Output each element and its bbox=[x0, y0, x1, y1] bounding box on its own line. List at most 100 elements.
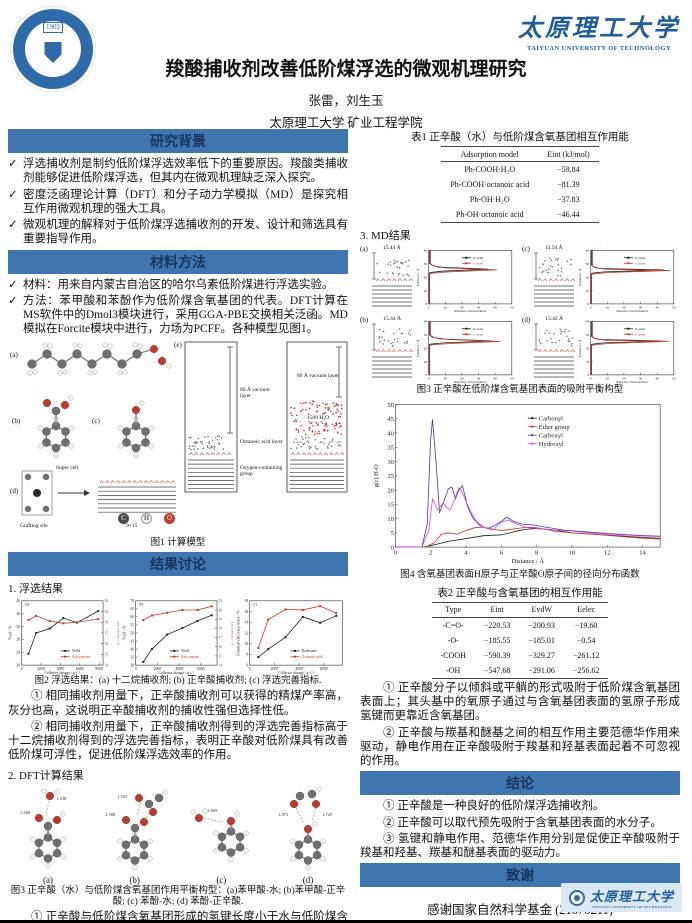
md-concentration-chart-a: 0 10 20 30 40 50 0 10 20 30 40 Relative concentrati… bbox=[416, 247, 516, 313]
right-column: 表1 正辛酸（水）与低阶煤含氧基团相互作用能 Adsorption model E… bbox=[360, 126, 680, 923]
svg-text:35: 35 bbox=[387, 445, 394, 452]
section-header-conclusion: 结论 bbox=[360, 771, 680, 795]
svg-text:Relative concentration: Relative concentration bbox=[617, 380, 649, 384]
fig4-rdf-chart: 0 2 4 6 8 10 12 14 0 5 10 15 20 25 30 35 40 45 50 Distance … bbox=[372, 398, 668, 564]
figure4-wrap: 0 2 4 6 8 10 12 14 0 5 10 15 20 25 30 35 40 45 50 Distance … bbox=[360, 398, 680, 569]
fig2c-efficiency-chart: 0 2000 4000 6000 6 8 10 12 14 16 18 Collector dosag… bbox=[236, 597, 347, 675]
svg-text:16: 16 bbox=[244, 610, 248, 614]
svg-text:35: 35 bbox=[130, 655, 134, 659]
svg-text:30: 30 bbox=[585, 262, 589, 266]
md-snapshot: 13.54 Å bbox=[531, 245, 577, 313]
svg-text:Ash content: Ash content bbox=[181, 655, 200, 659]
svg-text:C atom: C atom bbox=[635, 262, 645, 266]
table-cell: Ph-COOH·H₂O bbox=[441, 162, 538, 178]
svg-text:18: 18 bbox=[105, 620, 109, 624]
background-bullets: ✓ 浮选捕收剂是制约低阶煤浮选效率低下的重要原因。羧酸类捕收剂能够促进低阶煤浮选，… bbox=[8, 157, 348, 247]
md-panel-d: (d) 13.42 Å 0 10 20 30 40 50 0 10 20 30 40 Relative… bbox=[522, 316, 680, 384]
svg-text:10: 10 bbox=[443, 305, 447, 309]
panel-label-d: (d) bbox=[10, 487, 18, 495]
figure2-caption: 图2 浮选结果：(a) 十二烷捕收剂; (b) 正辛酸捕收剂; (c) 浮选完善… bbox=[8, 676, 348, 687]
svg-text:5: 5 bbox=[391, 531, 394, 538]
carbon-atom-icon: C bbox=[118, 513, 129, 524]
svg-text:10: 10 bbox=[569, 550, 576, 557]
poster-header: 1902 太原理工大学 TAIYUAN UNIVERSITY OF TECHNO… bbox=[0, 0, 692, 126]
svg-text:0: 0 bbox=[425, 302, 427, 306]
svg-text:Collector dosage / g·t⁻¹: Collector dosage / g·t⁻¹ bbox=[44, 671, 80, 675]
svg-text:20: 20 bbox=[586, 347, 590, 351]
panel-label-a: (a) bbox=[10, 351, 18, 359]
oxygen-atom-icon: O bbox=[164, 513, 175, 524]
svg-text:Yield: Yield bbox=[72, 649, 80, 653]
svg-text:10: 10 bbox=[606, 376, 610, 380]
svg-text:10: 10 bbox=[424, 360, 428, 364]
svg-text:6000: 6000 bbox=[197, 667, 205, 671]
svg-text:20: 20 bbox=[16, 663, 20, 667]
svg-text:15: 15 bbox=[105, 653, 109, 657]
table-cell: −81.39 bbox=[538, 177, 598, 192]
md-snapshot: 15.44 Å bbox=[369, 316, 415, 384]
panel-label-c: (c) bbox=[92, 417, 100, 425]
bullet-text: 材料：用来自内蒙古自治区的哈尔乌素低阶煤进行浮选实验。 bbox=[23, 278, 334, 292]
svg-text:4: 4 bbox=[464, 550, 468, 557]
university-name-en: TAIYUAN UNIVERSITY OF TECHNOLOGY bbox=[518, 45, 680, 52]
left-column: 研究背景 ✓ 浮选捕收剂是制约低阶煤浮选效率低下的重要原因。羧酸类捕收剂能够促进低… bbox=[8, 126, 348, 923]
bullet-item: ✓ 微观机理的解释对于低阶煤浮选捕收剂的开发、设计和筛选具有重要指导作用。 bbox=[8, 218, 348, 247]
svg-text:28: 28 bbox=[16, 638, 20, 642]
svg-text:65: 65 bbox=[130, 607, 134, 611]
svg-text:19: 19 bbox=[219, 617, 223, 621]
poster-body: 研究背景 ✓ 浮选捕收剂是制约低阶煤浮选效率低下的重要原因。羧酸类捕收剂能够促进低… bbox=[0, 126, 692, 923]
svg-text:Collector dosage / g·t⁻¹: Collector dosage / g·t⁻¹ bbox=[158, 671, 194, 675]
dft-molecule: 1.588 1.555 (b) bbox=[99, 784, 171, 885]
flotation-note-2: ② 相同捕收剂用量下，正辛酸捕收剂得到的浮选完善指标高于十二烷捕收剂得到的浮选完… bbox=[8, 720, 348, 763]
md-figure-grid: (a) 15.44 Å 0 10 20 30 40 50 0 10 20 30 40 Relative… bbox=[360, 245, 680, 384]
svg-text:Octanoic acid: Octanoic acid bbox=[301, 655, 322, 659]
svg-text:40: 40 bbox=[655, 305, 659, 309]
conclusion-item-3: ③ 氢键和静电作用、范德华作用分别是促使正辛酸吸附于羧基和羟基、羰基和醚基表面的… bbox=[360, 832, 680, 861]
md-note-1: ① 正辛酸分子以倾斜或平躺的形式吸附于低阶煤含氧基团表面上；其头基中的氧原子通过… bbox=[360, 681, 680, 724]
figure4-caption: 图4 含氧基团表面H原子与正辛酸O原子间的径向分布函数 bbox=[360, 570, 680, 581]
conclusion-item-1: ① 正辛酸是一种良好的低阶煤浮选捕收剂。 bbox=[360, 799, 680, 813]
footer-seal-icon bbox=[569, 890, 585, 906]
svg-text:Collector dosage / g·t⁻¹: Collector dosage / g·t⁻¹ bbox=[278, 671, 314, 675]
svg-text:Relative concentration: Relative concentration bbox=[616, 309, 648, 313]
svg-text:0: 0 bbox=[426, 373, 428, 377]
svg-text:10: 10 bbox=[444, 376, 448, 380]
table-cell: −200.93 bbox=[519, 617, 564, 633]
svg-text:50: 50 bbox=[130, 631, 134, 635]
benzoic-water-drawing: 1.688 1.838 bbox=[12, 784, 84, 876]
check-icon: ✓ bbox=[8, 294, 23, 337]
figure3-caption: 图3 正辛酸（水）与低阶煤含氧基团作用平衡构型：(a)苯甲酸-水; (b)苯甲酸… bbox=[8, 886, 348, 909]
svg-text:Distance / Å: Distance / Å bbox=[578, 268, 582, 286]
svg-text:1.588: 1.588 bbox=[105, 812, 116, 817]
svg-text:6000: 6000 bbox=[320, 667, 328, 671]
table2: Type Eint EvdW Eelec -C=O- −220.53 −200.93 −19.… bbox=[432, 602, 609, 679]
svg-text:8: 8 bbox=[535, 550, 538, 557]
column-header: Eint (kJ/mol) bbox=[538, 147, 598, 162]
svg-text:19: 19 bbox=[105, 610, 109, 614]
fig2b-octanoic-chart: 0 2000 4000 6000 30 35 40 45 50 55 60 65 70 14 15 16 17 1… bbox=[122, 597, 233, 675]
table-cell: −37.83 bbox=[538, 192, 598, 207]
svg-text:Carbonyl: Carbonyl bbox=[539, 416, 563, 423]
svg-text:12: 12 bbox=[604, 550, 611, 557]
check-icon: ✓ bbox=[8, 157, 23, 186]
svg-text:Ash content: Ash content bbox=[72, 655, 91, 659]
flotation-heading: 1. 浮选结果 bbox=[8, 580, 348, 596]
grafting-site-label: Grafting site bbox=[20, 523, 48, 529]
conclusion-item-2: ② 正辛酸可以取代预先吸附于含氧基团表面的水分子。 bbox=[360, 816, 680, 830]
footer-university-en: TAIYUAN UNIVERSITY OF TECHNOLOGY bbox=[590, 905, 674, 909]
md-snapshot-drawing bbox=[369, 251, 415, 313]
supercell-label: Super cell bbox=[56, 465, 78, 471]
svg-text:C atom: C atom bbox=[635, 333, 645, 337]
svg-text:20: 20 bbox=[387, 488, 394, 495]
svg-text:1.869: 1.869 bbox=[207, 808, 218, 813]
atom-legend: C H O bbox=[118, 513, 175, 524]
svg-text:Flotation efficiency index / %: Flotation efficiency index / % bbox=[236, 609, 240, 655]
svg-text:14: 14 bbox=[244, 620, 248, 624]
column-header: Type bbox=[432, 602, 475, 617]
table2-title: 表2 正辛酸与含氧基团的相互作用能 bbox=[360, 585, 680, 600]
table-cell: −547.68 bbox=[475, 663, 520, 679]
svg-text:1.688: 1.688 bbox=[20, 810, 31, 815]
poster-page: 1902 太原理工大学 TAIYUAN UNIVERSITY OF TECHNO… bbox=[0, 0, 692, 923]
svg-text:50: 50 bbox=[672, 305, 676, 309]
svg-text:40: 40 bbox=[423, 249, 427, 253]
